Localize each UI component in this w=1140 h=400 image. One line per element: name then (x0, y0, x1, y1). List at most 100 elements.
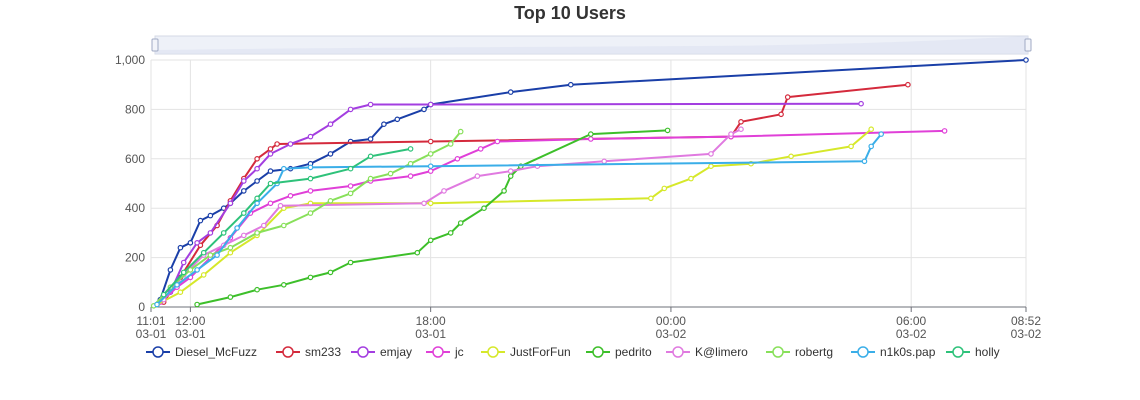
data-point[interactable] (738, 126, 744, 133)
data-point[interactable] (227, 200, 234, 207)
data-point[interactable] (241, 188, 247, 194)
data-point[interactable] (327, 121, 334, 128)
data-point[interactable] (254, 195, 260, 202)
data-point[interactable] (214, 252, 220, 258)
data-point[interactable] (567, 81, 574, 88)
data-point[interactable] (254, 178, 260, 184)
data-point[interactable] (280, 281, 287, 288)
data-point[interactable] (728, 131, 734, 137)
data-point[interactable] (407, 173, 414, 179)
data-point[interactable] (287, 141, 294, 147)
data-point[interactable] (587, 136, 594, 142)
data-point[interactable] (421, 106, 427, 113)
data-point[interactable] (427, 101, 434, 108)
data-point[interactable] (277, 202, 284, 209)
data-point[interactable] (267, 200, 274, 207)
data-point[interactable] (454, 156, 461, 162)
data-point[interactable] (307, 188, 314, 194)
data-point[interactable] (688, 175, 694, 182)
data-point[interactable] (327, 151, 334, 157)
data-point[interactable] (254, 230, 260, 236)
data-point[interactable] (241, 232, 247, 239)
data-point[interactable] (441, 188, 447, 194)
data-point[interactable] (347, 165, 354, 172)
data-point[interactable] (241, 210, 247, 216)
legend-item-K@limero[interactable]: K@limero (666, 345, 748, 359)
data-point[interactable] (601, 158, 608, 165)
data-point[interactable] (200, 249, 207, 256)
data-point[interactable] (427, 138, 434, 145)
data-point[interactable] (494, 138, 501, 145)
data-point[interactable] (427, 163, 434, 170)
data-point[interactable] (347, 259, 354, 266)
data-point[interactable] (254, 165, 260, 172)
data-point[interactable] (421, 200, 427, 207)
data-point[interactable] (477, 146, 484, 152)
data-point[interactable] (200, 272, 207, 278)
data-point[interactable] (180, 269, 187, 276)
data-point[interactable] (457, 220, 464, 226)
data-point[interactable] (1023, 57, 1029, 63)
legend-item-JustForFun[interactable]: JustForFun (481, 345, 571, 359)
legend-item-robertg[interactable]: robertg (766, 345, 833, 359)
legend-item-emjay[interactable]: emjay (351, 345, 412, 359)
data-point[interactable] (447, 141, 454, 147)
data-point[interactable] (227, 294, 234, 300)
data-point[interactable] (407, 160, 414, 167)
data-point[interactable] (307, 175, 314, 182)
data-point[interactable] (778, 111, 784, 118)
data-point[interactable] (427, 151, 434, 157)
data-point[interactable] (287, 193, 294, 199)
data-point[interactable] (387, 170, 394, 177)
data-zoom-slider[interactable] (151, 35, 1032, 55)
data-point[interactable] (174, 281, 180, 288)
data-point[interactable] (501, 188, 507, 194)
data-point[interactable] (367, 101, 374, 108)
data-point[interactable] (905, 81, 911, 88)
data-point[interactable] (307, 210, 314, 216)
data-point[interactable] (274, 141, 280, 147)
data-point[interactable] (848, 143, 854, 150)
data-point[interactable] (407, 146, 414, 152)
data-point[interactable] (708, 163, 714, 170)
data-point[interactable] (194, 267, 200, 273)
data-point[interactable] (587, 131, 594, 137)
data-point[interactable] (708, 151, 714, 157)
data-point[interactable] (180, 259, 187, 266)
legend-item-n1k0s.pap[interactable]: n1k0s.pap (851, 345, 936, 359)
legend-item-holly[interactable]: holly (946, 345, 1000, 359)
data-point[interactable] (367, 136, 374, 142)
data-point[interactable] (154, 301, 160, 308)
data-point[interactable] (427, 237, 434, 244)
data-point[interactable] (207, 212, 214, 219)
data-point[interactable] (160, 291, 167, 298)
data-point[interactable] (858, 100, 864, 107)
data-point[interactable] (457, 128, 464, 135)
data-point[interactable] (307, 164, 314, 171)
data-point[interactable] (220, 230, 227, 236)
data-point[interactable] (784, 94, 791, 100)
data-point[interactable] (347, 183, 354, 189)
data-zoom-handle-right[interactable] (1024, 38, 1032, 52)
data-point[interactable] (414, 249, 421, 256)
data-point[interactable] (447, 230, 454, 236)
data-point[interactable] (878, 131, 885, 137)
data-point[interactable] (868, 126, 875, 133)
data-point[interactable] (227, 244, 234, 251)
data-point[interactable] (254, 200, 260, 207)
data-point[interactable] (327, 198, 334, 204)
data-zoom-handle-left[interactable] (151, 38, 159, 52)
data-point[interactable] (280, 222, 287, 229)
data-point[interactable] (234, 225, 240, 231)
data-point[interactable] (507, 173, 514, 179)
data-point[interactable] (187, 267, 194, 273)
data-point[interactable] (197, 217, 204, 224)
data-point[interactable] (307, 133, 314, 140)
data-point[interactable] (381, 121, 387, 128)
data-point[interactable] (177, 289, 184, 296)
data-point[interactable] (207, 230, 214, 236)
data-point[interactable] (307, 274, 314, 281)
data-point[interactable] (661, 185, 668, 192)
data-point[interactable] (861, 158, 868, 165)
data-point[interactable] (207, 252, 214, 258)
